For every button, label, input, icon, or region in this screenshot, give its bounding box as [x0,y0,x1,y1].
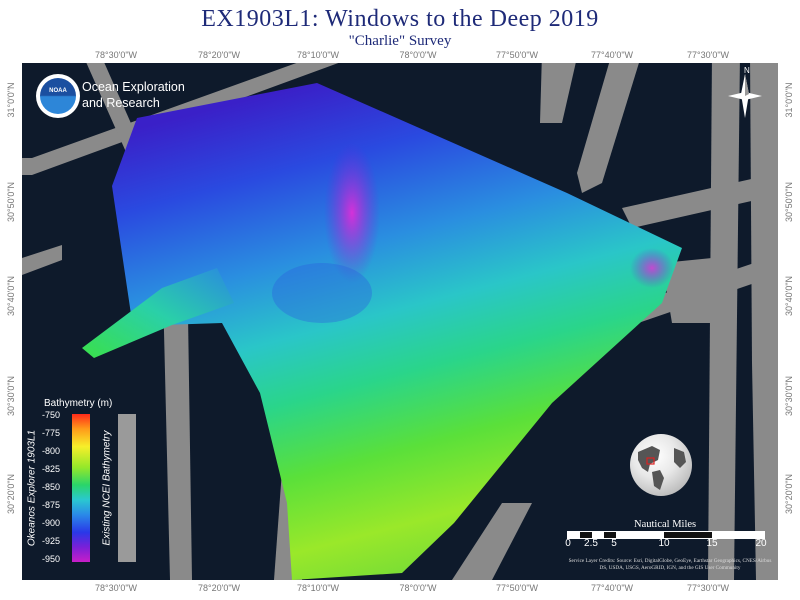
colorbar-tick-9: -950 [42,554,61,564]
colorbar-tick-7: -900 [42,518,61,528]
compass-rose-icon [728,74,762,118]
survey-swath [112,83,682,580]
left-tick-3: 30°40'0"N [6,275,16,317]
bottom-tick-6: 77°40'0"W [590,583,634,593]
north-label: N [744,66,750,75]
existing-bathymetry-swatch [118,414,136,562]
noaa-logo-emblem [40,78,76,114]
map-frame[interactable] [22,63,778,580]
left-tick-1: 31°0'0"N [6,82,16,118]
org-name-line1: Ocean Exploration [82,80,185,94]
top-tick-1: 78°30'0"W [94,50,138,60]
top-tick-7: 77°30'0"W [686,50,730,60]
top-tick-5: 77°50'0"W [495,50,539,60]
scale-seg-1 [580,532,592,538]
scale-label-20: 20 [755,538,767,549]
map-title: EX1903L1: Windows to the Deep 2019 [201,6,599,32]
service-credits: Service Layer Credits: Source: Esri, Dig… [568,558,772,571]
colorbar-tick-5: -850 [42,482,61,492]
left-tick-4: 30°30'0"N [6,375,16,417]
bathymetry-colorbar [72,414,90,562]
right-tick-5: 30°20'0"N [784,473,794,515]
right-tick-3: 30°40'0"N [784,275,794,317]
bottom-tick-4: 78°0'0"W [399,583,437,593]
bottom-tick-1: 78°30'0"W [94,583,138,593]
bathymetry-map [22,63,778,580]
colorbar-tick-8: -925 [42,536,61,546]
scale-seg-2 [604,532,616,538]
legend-title: Bathymetry (m) [44,398,113,409]
scale-label-5: 5 [611,538,617,549]
org-name-line2: and Research [82,96,160,110]
noaa-logo: NOAA [36,74,80,118]
bottom-tick-3: 78°10'0"W [296,583,340,593]
scale-title: Nautical Miles [634,519,697,530]
scale-label-15: 15 [706,538,718,549]
top-tick-4: 78°0'0"W [399,50,437,60]
left-tick-2: 30°50'0"N [6,181,16,223]
globe-continents-icon [638,446,686,490]
legend-label-okeanos: Okeanos Explorer 1903L1 [26,429,38,547]
scale-label-0: 0 [565,538,571,549]
colorbar-tick-2: -775 [42,428,61,438]
colorbar-tick-6: -875 [42,500,61,510]
bottom-tick-7: 77°30'0"W [686,583,730,593]
left-tick-5: 30°20'0"N [6,473,16,515]
globe-inset [630,434,692,496]
right-tick-4: 30°30'0"N [784,375,794,417]
legend-label-ncei: Existing NCEI Bathymetry [101,430,113,546]
map-subtitle: "Charlie" Survey [348,33,452,49]
top-tick-2: 78°20'0"W [197,50,241,60]
scale-bar [567,531,765,539]
scale-seg-3 [664,532,712,538]
colorbar-tick-3: -800 [42,446,61,456]
colorbar-tick-1: -750 [42,410,61,420]
right-tick-1: 31°0'0"N [784,82,794,118]
bottom-tick-2: 78°20'0"W [197,583,241,593]
scale-label-10: 10 [658,538,670,549]
survey-arm [82,268,234,358]
scale-label-2-5: 2.5 [584,538,598,549]
top-tick-6: 77°40'0"W [590,50,634,60]
right-tick-2: 30°50'0"N [784,181,794,223]
top-tick-3: 78°10'0"W [296,50,340,60]
bottom-tick-5: 77°50'0"W [495,583,539,593]
noaa-logo-text: NOAA [49,88,67,94]
colorbar-tick-4: -825 [42,464,61,474]
